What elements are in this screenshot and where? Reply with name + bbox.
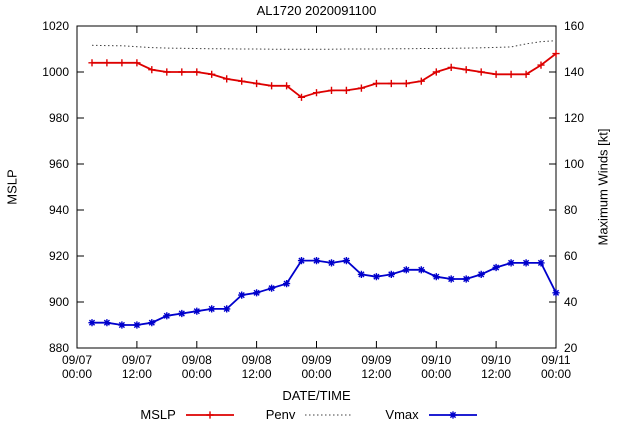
- y-tick-label: 960: [49, 157, 69, 171]
- x-tick-date: 09/10: [481, 353, 511, 367]
- chart-title: AL1720 2020091100: [256, 3, 377, 18]
- series-penv: [91, 40, 557, 50]
- legend-sample-penv: [305, 414, 354, 415]
- x-tick-time: 12:00: [122, 367, 152, 381]
- legend-item-mslp: MSLP: [140, 407, 235, 422]
- x-tick-time: 12:00: [481, 367, 511, 381]
- y-tick-label: 1020: [42, 19, 69, 33]
- legend-item-vmax: Vmax: [385, 407, 478, 422]
- y2-tick-label: 80: [564, 203, 578, 217]
- x-tick-time: 12:00: [361, 367, 391, 381]
- x-tick-time: 00:00: [62, 367, 92, 381]
- y2-tick-label: 120: [564, 111, 584, 125]
- y-tick-label: 1000: [42, 65, 69, 79]
- series-line-mslp: [92, 52, 557, 99]
- y2-axis-ticks: 20 40 60 80 100 120 140 160: [549, 19, 584, 355]
- series-mslp: [88, 50, 560, 101]
- y2-tick-label: 60: [564, 249, 578, 263]
- legend-item-penv: Penv: [266, 407, 356, 422]
- y2-tick-label: 140: [564, 65, 584, 79]
- x-tick-time: 00:00: [301, 367, 331, 381]
- y-tick-label: 940: [49, 203, 69, 217]
- series-vmax: [88, 257, 560, 329]
- series-markers-vmax: [88, 257, 560, 329]
- y2-tick-label: 40: [564, 295, 578, 309]
- legend-label: Vmax: [385, 407, 419, 422]
- x-axis-label: DATE/TIME: [282, 388, 351, 403]
- x-tick-date: 09/07: [122, 353, 152, 367]
- legend-label: MSLP: [140, 407, 176, 422]
- y-tick-label: 980: [49, 111, 69, 125]
- y2-tick-label: 20: [564, 341, 578, 355]
- y2-tick-label: 160: [564, 19, 584, 33]
- series-line-penv: [91, 40, 557, 50]
- y2-axis-label: Maximum Winds [kt]: [595, 128, 611, 246]
- x-tick-date: 09/08: [182, 353, 212, 367]
- series-markers-mslp: [88, 50, 560, 101]
- y-tick-label: 920: [49, 249, 69, 263]
- x-tick-date: 09/08: [242, 353, 272, 367]
- x-tick-time: 00:00: [182, 367, 212, 381]
- y2-tick-label: 100: [564, 157, 584, 171]
- x-tick-time: 00:00: [541, 367, 571, 381]
- x-tick-time: 00:00: [421, 367, 451, 381]
- x-tick-date: 09/07: [62, 353, 92, 367]
- x-axis-ticks: 09/0700:0009/0712:0009/0800:0009/0812:00…: [62, 26, 571, 381]
- legend-sample-mslp: [185, 410, 234, 419]
- x-tick-date: 09/09: [361, 353, 391, 367]
- legend-label: Penv: [265, 407, 296, 422]
- y-axis-label: MSLP: [4, 169, 20, 205]
- plot-frame: [76, 25, 557, 349]
- y-axis-ticks: 880 900 920 940 960 980 1000 1020: [42, 19, 84, 355]
- x-tick-date: 09/09: [301, 353, 331, 367]
- legend-sample-vmax: [428, 410, 477, 419]
- x-tick-date: 09/10: [421, 353, 451, 367]
- y-tick-label: 900: [49, 295, 69, 309]
- x-tick-date: 09/11: [541, 353, 570, 367]
- x-tick-time: 12:00: [242, 367, 272, 381]
- legend: MSLP Penv Vmax: [0, 407, 619, 422]
- series-line-vmax: [92, 259, 557, 326]
- y-tick-label: 880: [49, 341, 69, 355]
